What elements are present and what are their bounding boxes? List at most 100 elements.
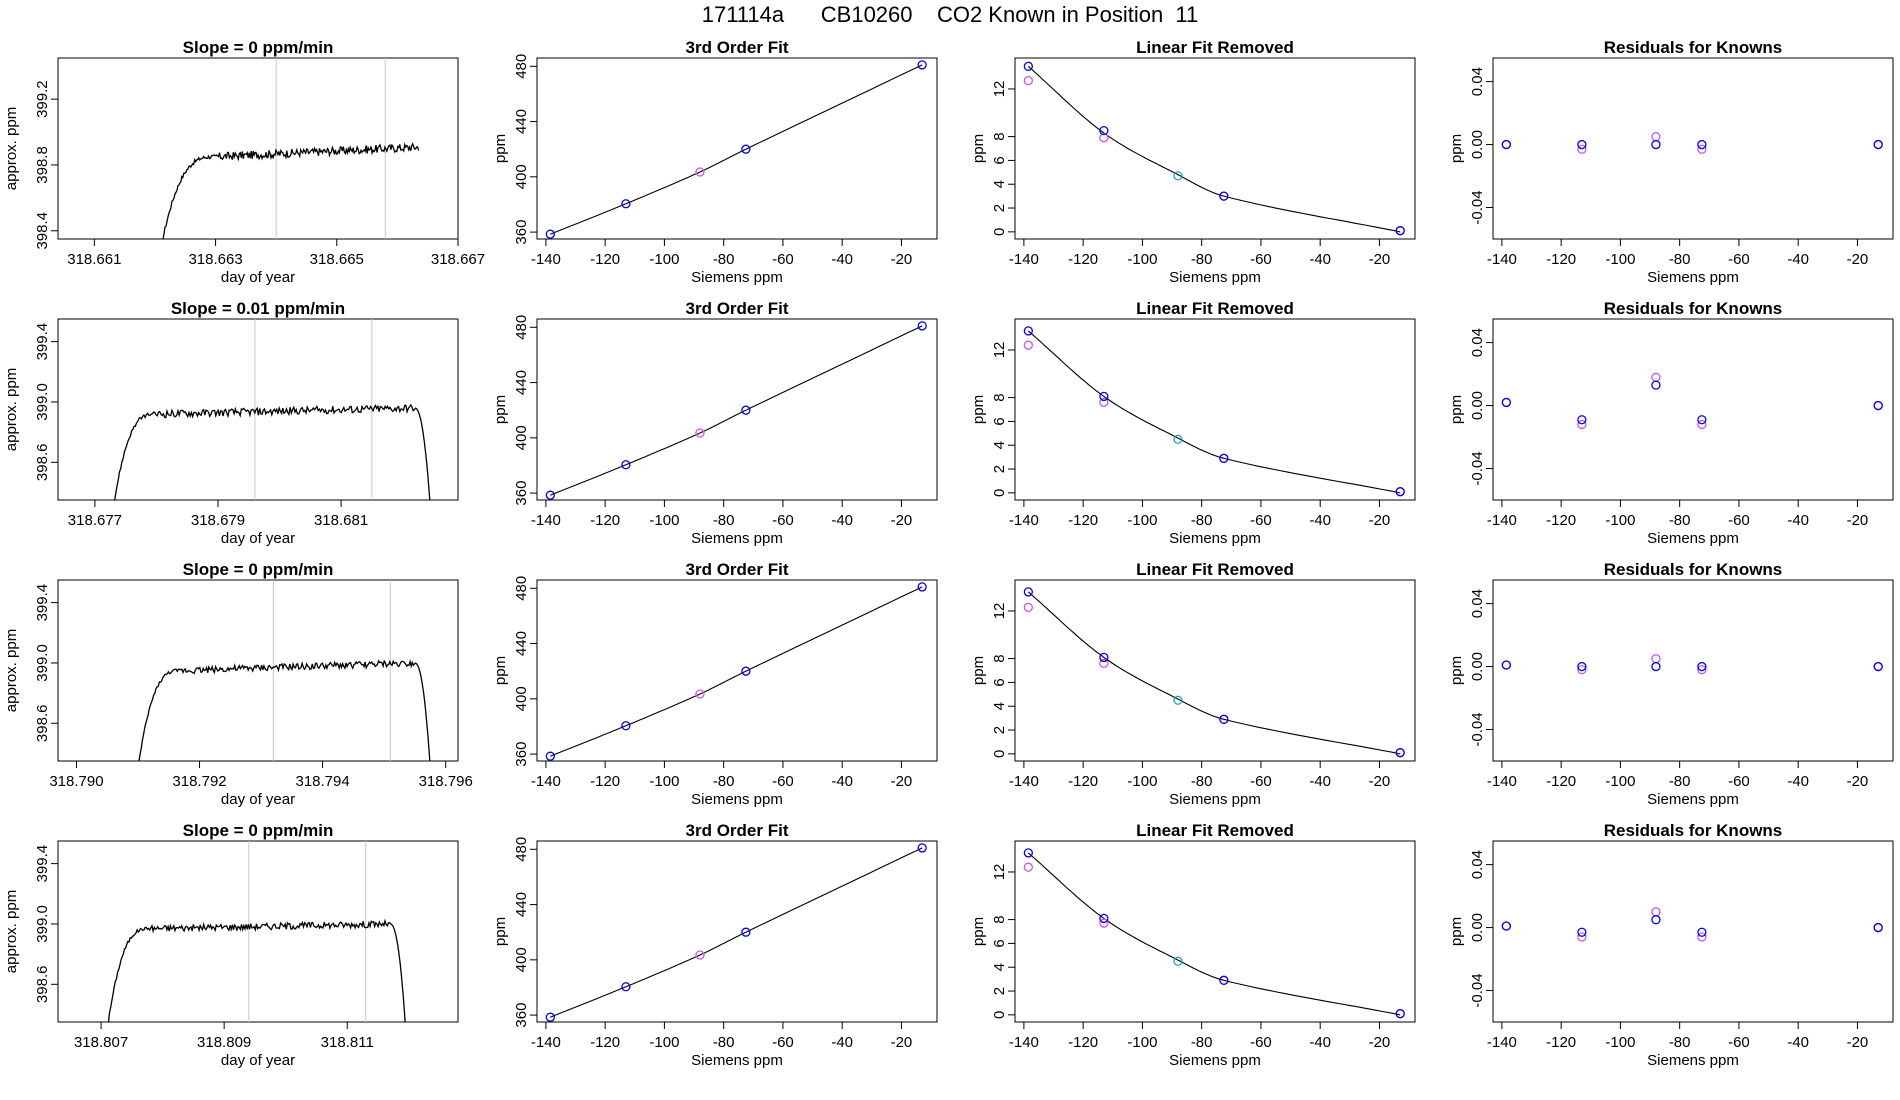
plot-data [1023,326,1405,497]
plot-data [1023,587,1405,758]
fit-curve [550,325,923,496]
panel-r1c4: Residuals for Knowns -140 -120 -100 -80 -60 -4… [1448,38,1894,286]
fit-curve [550,64,923,235]
x-tick-label: -40 [1787,251,1809,268]
x-tick-label: -40 [1309,251,1331,268]
y-tick-label: 12 [991,342,1008,359]
data-point-violet [695,428,705,438]
y-tick-label: 8 [991,654,1008,662]
y-tick-label: 0.04 [1469,328,1486,357]
plot-data [545,843,927,1022]
y-tick-label: -0.04 [1469,712,1486,746]
panel-r3c3: Linear Fit Removed -140 -120 -100 -80 -60 -40 -… [970,560,1416,808]
plot-data [545,321,927,500]
data-point-blue [1023,848,1033,858]
x-axis-label: day of year [221,269,295,286]
y-tick-label: 2 [991,204,1008,212]
x-tick-label: -120 [1068,773,1098,790]
x-axis-label: Siemens ppm [1647,1052,1739,1069]
x-tick-label: 318.681 [314,512,368,529]
y-tick-label: 398.6 [34,705,51,743]
x-tick-label: 318.661 [67,251,121,268]
x-tick-label: -20 [1369,251,1391,268]
x-tick-label: -80 [1669,512,1691,529]
y-tick-label: 0.04 [1469,67,1486,96]
y-tick-label: 4 [991,441,1008,449]
panel-title: 3rd Order Fit [686,560,789,579]
plot-frame [57,318,459,501]
data-point-violet [1651,654,1661,664]
x-tick-label: 318.792 [172,773,226,790]
x-tick-label: -120 [1068,251,1098,268]
data-point-blue [1395,1009,1405,1019]
x-tick-label: -40 [1309,1034,1331,1051]
x-tick-label: -140 [531,773,561,790]
panel-title: 3rd Order Fit [686,299,789,318]
data-point-blue [741,144,751,154]
data-point-blue [1577,661,1587,672]
data-point-cyan [1173,434,1183,444]
x-tick-label: 318.790 [49,773,103,790]
data-point-violet [695,689,705,699]
plot-data [1501,372,1883,430]
data-point-blue [1577,927,1587,937]
plot-data [1501,907,1883,942]
x-tick-label: -20 [1847,1034,1869,1051]
y-tick-label: 12 [991,864,1008,881]
fit-curve [1027,852,1401,1016]
y-tick-label: -0.04 [1469,190,1486,224]
y-tick-label: 400 [513,947,530,972]
data-point-violet [1651,132,1661,142]
x-tick-label: -120 [590,512,620,529]
data-point-blue [1099,913,1109,924]
data-point-blue [1501,921,1511,931]
x-axis-label: Siemens ppm [1169,791,1261,808]
data-point-blue [1023,61,1033,71]
panel-title: Slope = 0 ppm/min [183,821,334,840]
x-tick-label: -120 [1546,1034,1576,1051]
x-tick-label: -120 [1546,512,1576,529]
y-tick-label: 440 [513,631,530,656]
x-axis-label: Siemens ppm [1169,530,1261,547]
y-tick-label: 0.00 [1469,130,1486,159]
fit-curve [550,847,923,1018]
panel-title: Linear Fit Removed [1136,560,1294,579]
y-tick-label: 0.00 [1469,652,1486,681]
y-tick-label: 0 [991,489,1008,497]
data-point-blue [545,1012,555,1022]
data-point-blue [1697,927,1707,937]
panel-title: Residuals for Knowns [1604,299,1783,318]
x-tick-label: -120 [1546,251,1576,268]
plot-frame [1492,579,1894,762]
data-point-violet [1697,419,1707,430]
x-tick-label: -20 [1369,1034,1391,1051]
x-axis-label: day of year [221,530,295,547]
y-tick-label: 399.4 [34,323,51,361]
x-tick-label: -60 [772,251,794,268]
data-point-violet [695,950,705,960]
x-axis-label: Siemens ppm [1169,269,1261,286]
x-tick-label: 318.663 [188,251,242,268]
x-tick-label: -60 [772,512,794,529]
plot-frame [536,57,938,240]
x-tick-label: -20 [891,773,913,790]
x-tick-label: 318.811 [321,1034,374,1051]
y-tick-label: 8 [991,132,1008,140]
panel-title: Slope = 0 ppm/min [183,560,334,579]
data-point-cyan [1173,171,1183,181]
data-point-blue [917,582,927,592]
x-tick-label: -40 [1309,512,1331,529]
panel-r3c1: Slope = 0 ppm/min 318.790 318.792 318.794 31… [3,560,473,808]
panel-r2c1: Slope = 0.01 ppm/min 318.677 318.679 318.68… [3,299,459,547]
y-axis-label: approx. ppm [3,368,20,451]
x-axis-label: Siemens ppm [1647,791,1739,808]
data-point-blue [1651,915,1661,925]
x-tick-label: -100 [649,251,679,268]
x-tick-label: -20 [1847,512,1869,529]
data-point-blue [1651,661,1661,672]
x-tick-label: 318.665 [310,251,364,268]
y-tick-label: 400 [513,425,530,450]
y-axis-label: ppm [970,656,987,685]
y-axis-label: ppm [1448,917,1465,946]
